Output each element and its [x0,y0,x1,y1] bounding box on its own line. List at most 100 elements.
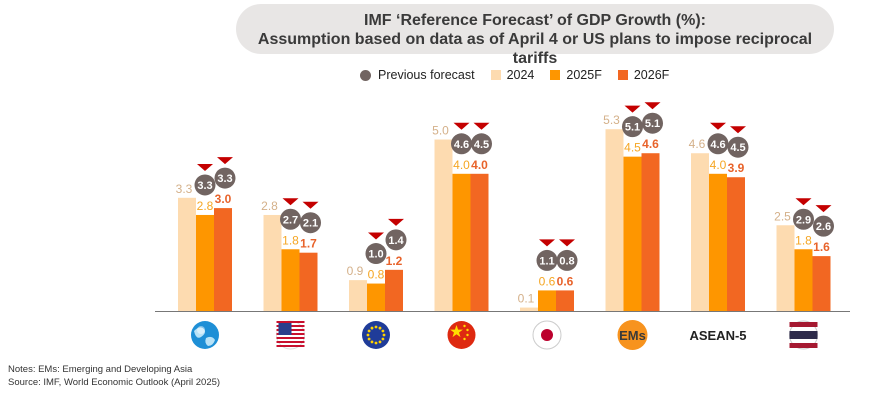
previous-forecast-label: 3.3 [197,180,212,192]
bar-2025f-2 [367,283,385,311]
legend-item-previous-forecast: Previous forecast [360,68,475,82]
previous-forecast-label: 4.6 [454,139,469,151]
bar-2024-3 [434,139,453,311]
bar-2026f-5 [641,153,660,311]
china-flag-star [450,325,463,338]
previous-forecast-label: 2.1 [303,218,318,230]
legend-item-2025f: 2025F [550,68,602,82]
down-arrow-icon [302,201,319,209]
bar-2025f-5 [623,156,642,311]
eu-flag-icon [362,321,390,349]
previous-forecast-marker [727,136,749,158]
data-label-2025f: 1.8 [282,233,299,247]
bar-2024-6 [691,153,709,311]
notes-line: Notes: EMs: Emerging and Developing Asia [8,364,193,375]
previous-forecast-marker [813,215,834,237]
eu-flag-star [370,340,374,344]
bar-2025f-1 [281,249,300,311]
eu-flag-star [367,329,371,333]
previous-forecast-marker [707,133,729,155]
down-arrow-icon [815,205,832,213]
chart-legend: Previous forecast 2024 2025F 2026F [360,66,685,84]
previous-forecast-label: 4.5 [730,142,745,154]
previous-forecast-label: 2.7 [283,214,298,226]
eu-flag-star [382,333,386,337]
legend-previous-forecast-swatch [360,69,371,81]
thailand-flag-stripe-red [789,322,818,327]
data-label-2024: 0.1 [518,292,535,306]
data-label-2025f: 1.8 [795,233,812,247]
usa-flag-canton [278,323,292,335]
bar-2026f-4 [556,290,574,311]
previous-forecast-marker [642,112,663,134]
eu-flag-star [367,337,371,341]
bar-2024-2 [349,280,367,311]
data-label-2026f: 1.6 [813,240,830,254]
previous-forecast-marker [194,174,216,196]
data-label-2025f: 0.8 [368,268,385,282]
world-globe-icon [191,321,219,349]
chart-notes: Notes: EMs: Emerging and Developing Asia… [8,363,220,389]
data-label-2026f: 3.0 [215,192,232,206]
previous-forecast-label: 5.1 [645,118,660,130]
down-arrow-icon [473,122,490,130]
legend-item-2024: 2024 [490,68,535,82]
china-flag-small-star [463,324,466,328]
down-arrow-icon [282,198,299,206]
bar-2026f-3 [470,173,489,311]
usa-flag-stripe [276,337,305,339]
data-label-2026f: 4.0 [471,158,488,172]
chart-title-line-2: Assumption based on data as of April 4 o… [257,31,813,67]
data-label-2024: 0.9 [347,264,364,278]
previous-forecast-label: 2.9 [796,214,811,226]
legend-previous-forecast-label: Previous forecast [378,68,475,82]
previous-forecast-label: 3.3 [217,173,232,185]
data-label-2026f: 3.9 [728,161,745,175]
globe-highlight [197,326,205,334]
down-arrow-icon [197,163,213,171]
down-arrow-icon [710,122,726,130]
data-label-2024: 2.5 [774,209,791,223]
previous-forecast-marker [471,133,492,155]
data-label-2026f: 1.7 [300,237,317,251]
bar-2025f-0 [196,214,214,311]
legend-2024-label: 2024 [506,68,535,82]
previous-forecast-marker [536,249,558,271]
down-arrow-icon [388,218,404,226]
data-label-2026f: 1.2 [386,254,403,268]
down-arrow-icon [368,232,384,240]
source-line: Source: IMF, World Economic Outlook (Apr… [8,377,221,388]
previous-forecast-label: 1.4 [388,235,404,247]
bar-2025f-6 [709,173,727,311]
data-label-2024: 3.3 [176,182,193,196]
data-label-2024: 5.0 [432,124,449,138]
data-label-2026f: 4.6 [642,137,659,151]
eu-flag-star [378,340,382,344]
eu-flag-star [374,325,378,329]
china-flag-small-star [466,333,469,337]
previous-forecast-marker [385,229,407,251]
legend-2026f-swatch [617,70,628,80]
usa-flag-stripe [276,321,305,323]
previous-forecast-marker [365,243,387,265]
previous-forecast-label: 4.5 [474,139,489,151]
chart-title-line-1: IMF ‘Reference Forecast’ of GDP Growth (… [364,12,706,29]
eu-flag-star [366,333,370,337]
thailand-flag-stripe-red [789,343,818,348]
down-arrow-icon [795,198,812,206]
previous-forecast-label: 1.1 [539,255,554,267]
bar-2026f-7 [812,256,831,311]
previous-forecast-label: 4.6 [710,139,725,151]
previous-forecast-marker [214,167,236,189]
bar-2026f-6 [727,177,745,311]
data-label-2024: 5.3 [603,113,620,127]
bar-2026f-1 [299,252,318,311]
data-label-2025f: 0.6 [539,274,556,288]
previous-forecast-label: 1.0 [368,249,383,261]
previous-forecast-marker [622,116,643,138]
bar-2025f-4 [538,290,556,311]
down-arrow-icon [644,102,661,110]
legend-2025f-swatch [550,70,561,80]
bar-2025f-7 [794,249,813,311]
